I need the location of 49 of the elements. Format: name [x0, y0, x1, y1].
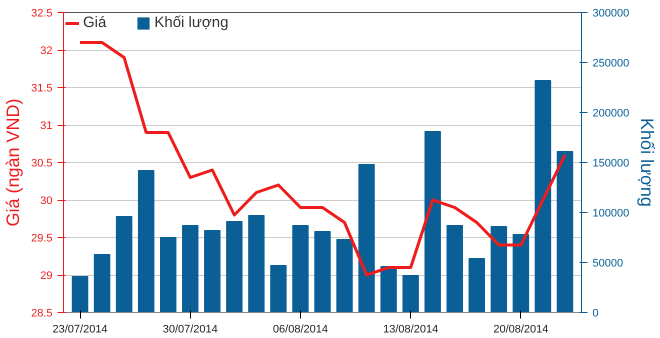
bar [72, 276, 88, 312]
y-tick-label: 31 [40, 120, 53, 132]
y2-tick-label: 300000 [592, 8, 630, 20]
bar [336, 239, 353, 312]
bar [248, 215, 265, 312]
bar [556, 151, 574, 312]
x-tick-label: 23/07/2014 [52, 324, 108, 336]
legend-label: Khối lượng [154, 14, 228, 31]
bar [380, 266, 397, 312]
x-tick-label: 20/08/2014 [493, 324, 548, 336]
bar [512, 234, 530, 312]
bar [138, 170, 154, 312]
y2-axis-title: Khối lượng [637, 118, 658, 207]
y-axis-title: Giá (ngàn VND) [3, 98, 24, 227]
y-tick-label: 32 [40, 45, 53, 57]
bar [226, 221, 243, 312]
y2-tick-label: 150000 [592, 158, 630, 170]
y-tick-label: 32.5 [31, 8, 53, 20]
line-series [78, 41, 566, 276]
bar [160, 237, 176, 312]
bar [402, 275, 419, 312]
y-tick-label: 30 [40, 195, 53, 207]
x-tick-label: 30/07/2014 [162, 324, 218, 336]
bar [94, 254, 110, 312]
bar [314, 231, 331, 312]
bar [424, 131, 441, 312]
series-label: Giá [83, 14, 106, 31]
bar [358, 164, 375, 312]
bar [270, 265, 287, 312]
y2-tick-label: 0 [592, 308, 599, 320]
bar [182, 225, 198, 312]
bar [116, 216, 132, 312]
bar [534, 80, 552, 312]
y-tick-label: 31.5 [31, 82, 53, 94]
bar [490, 226, 508, 312]
bar [446, 225, 463, 312]
x-tick-label: 13/08/2014 [383, 324, 438, 336]
y2-tick-label: 100000 [592, 208, 630, 220]
y2-tick-label: 250000 [592, 58, 630, 70]
y-tick-label: 29 [40, 270, 53, 282]
y2-tick-label: 200000 [592, 108, 630, 120]
bar [204, 230, 220, 312]
bar [468, 258, 486, 312]
y-tick-label: 29.5 [31, 232, 53, 244]
y2-tick-label: 50000 [592, 258, 624, 270]
y-tick-label: 28.5 [31, 308, 53, 320]
y-tick-label: 30.5 [31, 158, 53, 170]
bar [292, 225, 309, 312]
x-tick-label: 06/08/2014 [272, 324, 328, 336]
